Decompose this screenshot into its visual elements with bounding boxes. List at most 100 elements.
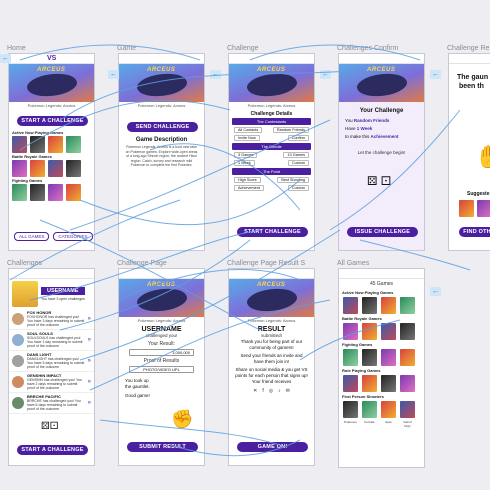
game-hero-image: ARCEUS bbox=[119, 64, 204, 102]
tiktok-icon[interactable]: ♪ bbox=[278, 388, 281, 394]
game-thumb[interactable] bbox=[66, 160, 81, 177]
game-thumb[interactable] bbox=[66, 136, 81, 153]
back-arrow-icon[interactable]: ← bbox=[210, 70, 221, 79]
back-arrow-icon[interactable]: ← bbox=[320, 70, 331, 79]
avatar bbox=[12, 355, 24, 367]
game-thumb[interactable] bbox=[48, 184, 63, 201]
email-icon[interactable]: ✉ bbox=[285, 388, 290, 394]
challenge-hero-image: ARCEUS bbox=[229, 64, 314, 102]
instagram-icon[interactable]: ◎ bbox=[268, 388, 274, 394]
game-thumb[interactable] bbox=[459, 200, 474, 217]
challenge-list-item[interactable]: FOX HONOR FOXHONOR has challenged you! Yo… bbox=[9, 309, 94, 330]
page-caption: Pokemon Legends: Arceus bbox=[137, 318, 186, 323]
game-thumb[interactable] bbox=[12, 136, 27, 153]
game-thumb[interactable] bbox=[362, 323, 377, 340]
game-thumb[interactable] bbox=[381, 323, 396, 340]
game-thumb[interactable] bbox=[400, 297, 415, 314]
submit-result-button[interactable]: SUBMIT RESULT bbox=[127, 442, 198, 452]
start-challenge-button[interactable]: START CHALLENGE bbox=[237, 227, 308, 237]
challenge-list-item[interactable]: DANS LIGHT DANSLIGHT has challenged you! … bbox=[9, 351, 94, 372]
game-thumb[interactable] bbox=[381, 349, 396, 366]
game-thumb[interactable] bbox=[362, 401, 377, 418]
game-thumb[interactable] bbox=[343, 297, 358, 314]
game-thumb[interactable] bbox=[400, 349, 415, 366]
game-thumb[interactable] bbox=[30, 160, 45, 177]
game-thumb[interactable] bbox=[400, 401, 415, 418]
hero-game-logo: ARCEUS bbox=[367, 67, 396, 73]
result-input[interactable]: 1,000,000 bbox=[129, 349, 194, 356]
game-thumb[interactable] bbox=[66, 184, 81, 201]
find-other-button[interactable]: FIND OTHE bbox=[459, 227, 490, 237]
back-arrow-icon[interactable]: ← bbox=[108, 70, 119, 79]
custom-point-option[interactable]: Custom bbox=[287, 185, 309, 191]
summary-contestants: Random Friends bbox=[353, 118, 390, 123]
game-thumb[interactable] bbox=[362, 375, 377, 392]
game-thumb[interactable] bbox=[12, 160, 27, 177]
random-friends-option[interactable]: Random Friends bbox=[272, 127, 309, 133]
social-icons: ✕ f ◎ ♪ ✉ bbox=[229, 386, 314, 396]
challenge-list-item[interactable]: BRRCHE PACIFIC BRRCHE has challenged you!… bbox=[9, 393, 94, 414]
game-thumb[interactable] bbox=[30, 184, 45, 201]
best-shooting-option[interactable]: Best Shooting bbox=[277, 177, 309, 183]
issue-challenge-button[interactable]: ISSUE CHALLENGE bbox=[347, 227, 418, 237]
chevron-right-icon: » bbox=[87, 379, 91, 385]
start-challenge-button[interactable]: START A CHALLENGE bbox=[17, 116, 88, 126]
note-line-3: Good game! bbox=[125, 393, 150, 398]
invite-now-option[interactable]: Invite Now bbox=[234, 135, 260, 141]
vs-logo: VS bbox=[47, 55, 57, 62]
achievement-option[interactable]: Achievement bbox=[234, 185, 264, 191]
avatar bbox=[12, 334, 24, 346]
challenge-list-item[interactable]: SOUL SOULS SOULSOULS has challenged you! … bbox=[9, 330, 94, 351]
received-title-2: been th bbox=[459, 83, 484, 90]
facebook-icon[interactable]: f bbox=[262, 388, 264, 394]
game-on-button[interactable]: GAME ON! bbox=[237, 442, 308, 452]
section-title-fighting: Fighting Games bbox=[342, 342, 373, 347]
game-thumb[interactable] bbox=[477, 200, 490, 217]
dice-icon: ⚄⚀ bbox=[41, 421, 59, 432]
game-thumb[interactable] bbox=[48, 136, 63, 153]
game-caption: Pokemon Legends: Arceus bbox=[137, 103, 186, 108]
start-challenge-button[interactable]: START A CHALLENGE bbox=[17, 445, 88, 455]
back-arrow-icon[interactable]: ← bbox=[430, 70, 441, 79]
all-games-screen: 45 Games Active Now Playing Games Battle… bbox=[338, 268, 425, 468]
game-thumb[interactable] bbox=[400, 323, 415, 340]
game-thumb[interactable] bbox=[362, 349, 377, 366]
categories-tab[interactable]: CATEGORIES bbox=[53, 232, 93, 241]
game-thumb[interactable] bbox=[381, 375, 396, 392]
game-thumb[interactable] bbox=[381, 401, 396, 418]
high-score-option[interactable]: High Score bbox=[234, 177, 261, 183]
ten-games-option[interactable]: 10 Games bbox=[283, 152, 309, 158]
twitter-icon[interactable]: ✕ bbox=[253, 388, 258, 394]
gauntlet-icon: ✊ bbox=[171, 409, 194, 429]
game-thumb[interactable] bbox=[343, 323, 358, 340]
custom-option[interactable]: Custom bbox=[287, 160, 309, 166]
home-hero-image[interactable]: ARCEUS bbox=[9, 64, 94, 102]
game-screen: ARCEUS Pokemon Legends: Arceus SEND CHAL… bbox=[118, 53, 205, 251]
game-thumb[interactable] bbox=[48, 160, 63, 177]
game-thumb[interactable] bbox=[400, 375, 415, 392]
game-thumb[interactable] bbox=[381, 297, 396, 314]
one-week-option[interactable]: 1 Week bbox=[234, 160, 255, 166]
section-title-rpg: Role Playing Games bbox=[342, 368, 381, 373]
all-games-tab[interactable]: ALL GAMES bbox=[14, 232, 50, 241]
three-games-option[interactable]: 3 Games bbox=[234, 152, 258, 158]
back-arrow-icon[interactable]: ← bbox=[0, 54, 11, 63]
dice-icon: ⚄ ⚀ bbox=[367, 174, 392, 188]
challenge-list-item[interactable]: GENSHIN IMPACT GENSHIN has challenged you… bbox=[9, 372, 94, 393]
game-thumb[interactable] bbox=[30, 136, 45, 153]
game-thumb[interactable] bbox=[343, 401, 358, 418]
hero-game-logo: ARCEUS bbox=[147, 282, 176, 288]
all-contacts-option[interactable]: All Contacts bbox=[234, 127, 263, 133]
gauntlet-note: You took up the gauntlet. Good game! bbox=[119, 375, 204, 402]
confirm-topbar bbox=[339, 54, 424, 64]
game-thumb[interactable] bbox=[343, 375, 358, 392]
confirm-option[interactable]: Confirm bbox=[287, 135, 309, 141]
upload-field[interactable]: PHOTO/VIDEO UPL bbox=[129, 366, 194, 373]
game-thumb[interactable] bbox=[362, 297, 377, 314]
send-challenge-button[interactable]: SEND CHALLENGE bbox=[127, 122, 198, 132]
game-thumb[interactable] bbox=[12, 184, 27, 201]
frame-label-game: Game bbox=[117, 45, 137, 52]
game-thumb[interactable] bbox=[343, 349, 358, 366]
proof-label: Proof of Results bbox=[143, 358, 180, 364]
back-arrow-icon[interactable]: ← bbox=[430, 287, 441, 296]
